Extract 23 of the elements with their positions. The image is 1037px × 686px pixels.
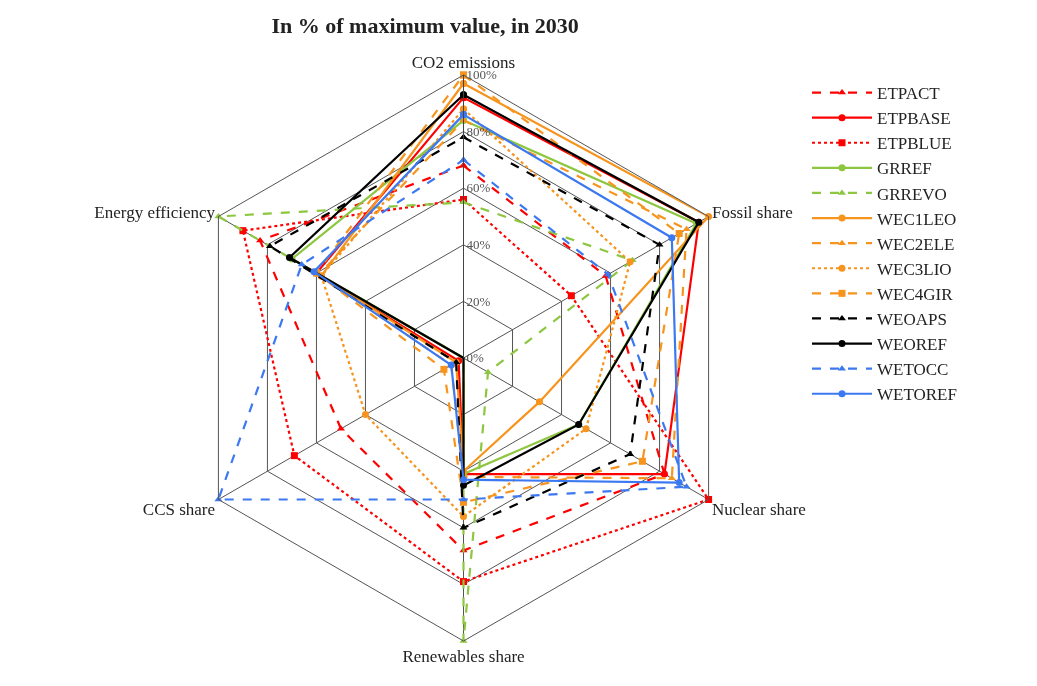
y-tick-label: 20% — [466, 293, 491, 309]
y-tick-label: 0% — [466, 350, 485, 366]
legend-label: ETPBASE — [877, 109, 951, 129]
legend-label: GRREVO — [877, 184, 947, 204]
legend-label: GRREF — [877, 159, 932, 179]
spoke-label: Energy efficiency — [94, 203, 216, 222]
legend-label: WEC3LIO — [877, 259, 952, 279]
spoke-label: CCS share — [142, 500, 216, 520]
spoke-label: Fossil share — [711, 203, 793, 222]
y-tick-label: 40% — [466, 237, 491, 253]
legend-label: WEC2ELE — [877, 234, 955, 254]
legend-label: WEC1LEO — [877, 209, 957, 229]
spoke-label: Nuclear share — [711, 500, 806, 520]
legend-label: ETPACT — [877, 84, 941, 104]
legend-label: WEC4GIR — [877, 284, 954, 304]
chart-title: In % of maximum value, in 2030 — [271, 12, 579, 38]
legend-label: ETPBLUE — [877, 134, 952, 154]
legend-label: WETOREF — [877, 385, 957, 405]
legend-label: WEOREF — [877, 335, 947, 355]
legend-label: WETOCC — [877, 360, 949, 380]
y-tick-label: 60% — [466, 180, 491, 196]
spoke-label: Renewables share — [402, 646, 525, 666]
legend-label: WEOAPS — [877, 310, 947, 330]
